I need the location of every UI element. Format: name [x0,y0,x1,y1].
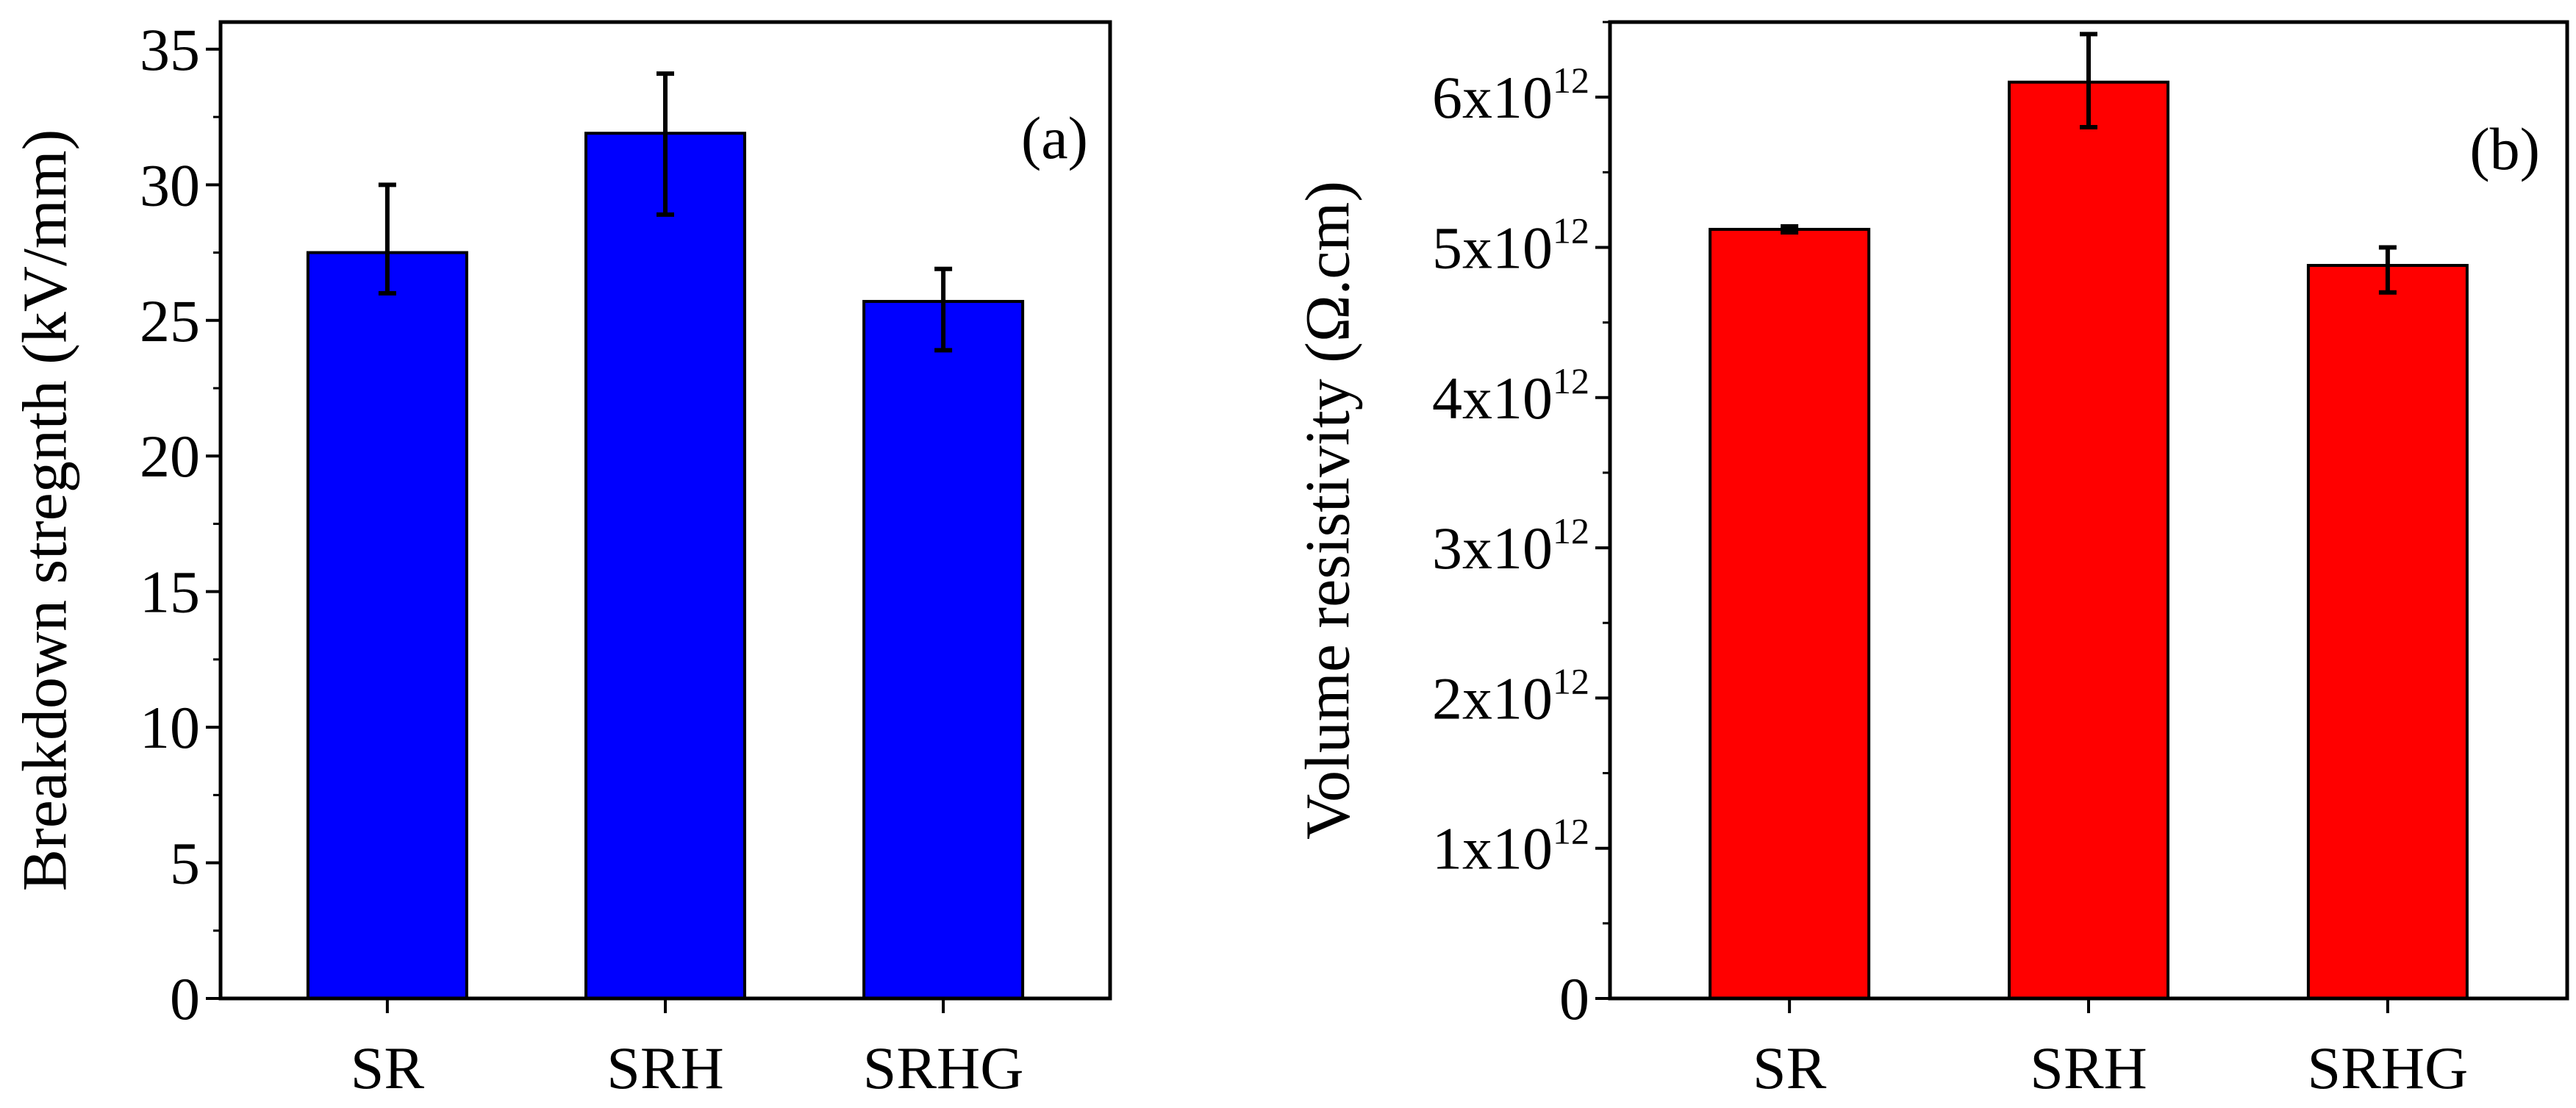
x-tick-label-sr: SR [1753,1034,1827,1101]
error-bar-srh [2080,32,2097,130]
panel-label: (b) [2469,115,2540,182]
bar-srh [584,132,746,1001]
y-tick-label: 20 [140,423,200,490]
bar-srhg [2306,263,2469,1000]
y-tick-label: 2x1012 [1432,660,1589,732]
error-bar-srhg [934,266,953,353]
y-tick-label: 1x1012 [1432,811,1589,882]
y-tick-label: 15 [140,559,200,626]
chart-panel-2: SR SRH SRHG 0 1x1012 2x1012 3x1012 4x1012 5x1012… [1292,20,2569,1101]
bar-srhg [862,299,1025,1000]
error-bar-sr [1781,224,1799,235]
y-tick-label: 0 [170,965,200,1032]
y-tick-label: 30 [140,151,200,218]
panel-label: (a) [1021,104,1088,171]
bar-sr [1709,227,1871,1001]
y-axis-label: Volume resistivity (Ω.cm) [1292,181,1363,840]
x-tick-label-srh: SRH [2030,1034,2147,1101]
error-bar-srhg [2378,245,2397,295]
y-tick-label: 5x1012 [1432,210,1589,281]
plot-frame [1608,20,2569,1001]
x-tick-label-srhg: SRHG [2308,1034,2469,1101]
bar-srh [2008,80,2169,1001]
error-bar-sr [378,182,396,296]
y-tick-label: 10 [140,694,200,761]
x-tick-label-srhg: SRHG [863,1034,1024,1101]
x-tick-label-srh: SRH [607,1034,724,1101]
y-tick-label: 6x1012 [1432,60,1589,131]
y-tick-label: 4x1012 [1432,360,1589,432]
y-tick-label: 35 [140,16,200,83]
x-tick-label-sr: SR [351,1034,425,1101]
bar-sr [306,251,468,1000]
error-bar-srh [656,71,674,217]
plot-frame [218,20,1112,1001]
y-axis-label: Breakdown stregnth (kV/mm) [10,129,80,892]
y-tick-label: 5 [170,830,200,897]
chart-panel-1: SR SRH SRHG 0 5 10 15 20 25 30 35 Breakdown stregnt… [10,16,1112,1101]
y-tick-label: 25 [140,287,200,354]
y-tick-label: 3x1012 [1432,510,1589,582]
y-tick-label: 0 [1559,965,1589,1032]
